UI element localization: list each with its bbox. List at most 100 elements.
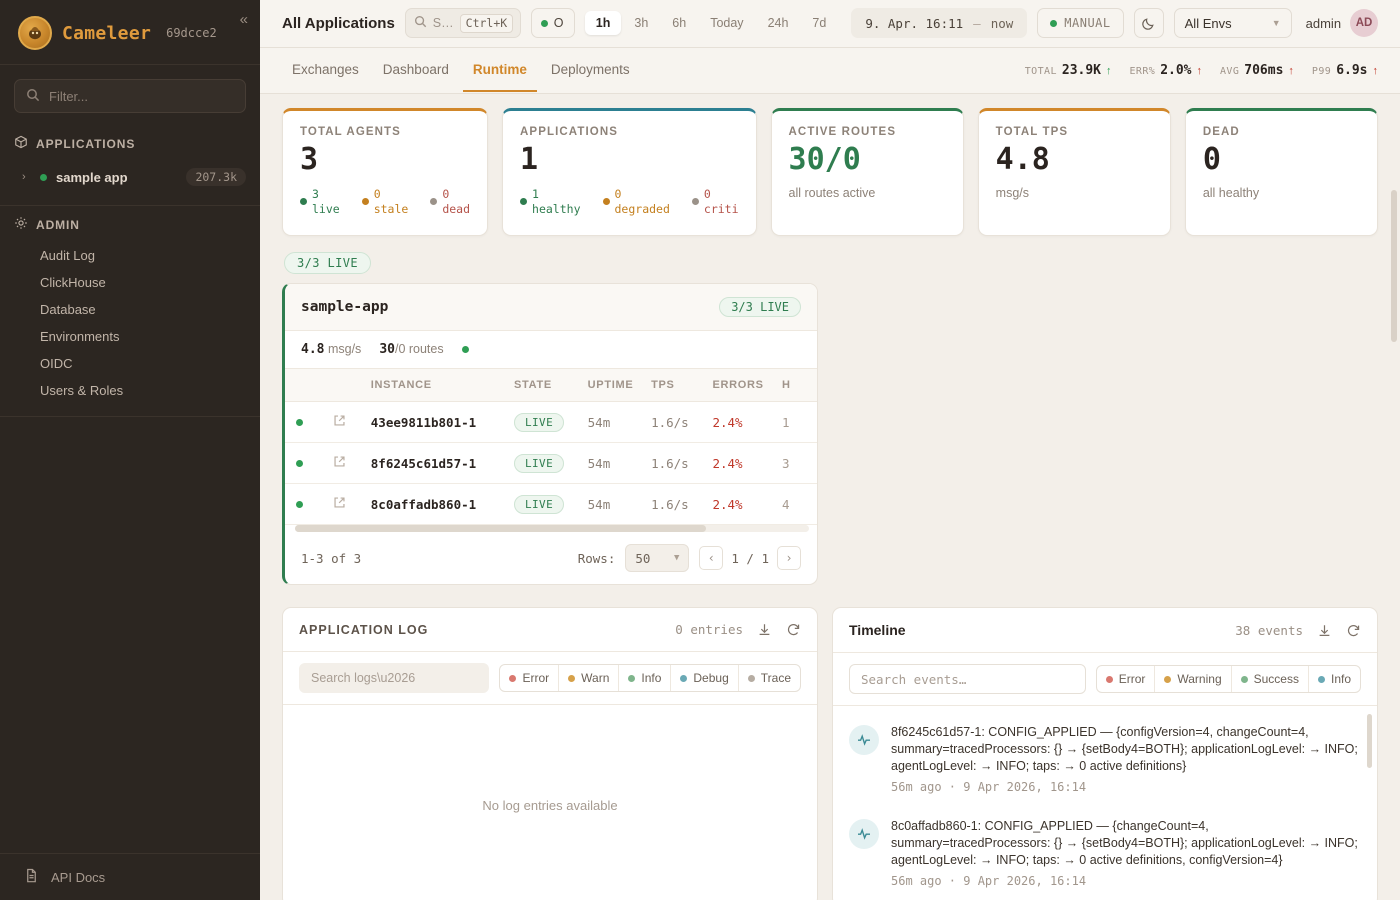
download-icon[interactable] — [1317, 623, 1332, 638]
applications-section-header: APPLICATIONS — [0, 125, 260, 161]
timeline-scrollbar[interactable] — [1367, 714, 1372, 769]
sidebar-item-api-docs[interactable]: API Docs — [24, 868, 246, 886]
tab-deployments[interactable]: Deployments — [550, 62, 630, 78]
status-dot — [461, 346, 469, 354]
stat-card-applications: APPLICATIONS 1 1 healthy 0 degraded 0 criti — [502, 108, 757, 237]
live-badge-row: 3/3 LIVE — [284, 252, 1378, 275]
page-scrollbar[interactable] — [1391, 190, 1397, 343]
stat-card-title: TOTAL AGENTS — [300, 126, 401, 139]
sidebar-item-database[interactable]: Database — [40, 302, 96, 317]
cameleer-logo-icon — [18, 16, 52, 50]
moon-icon[interactable] — [1133, 8, 1164, 39]
col-instance: INSTANCE — [364, 369, 508, 403]
sidebar-filter-wrap — [0, 65, 260, 125]
sidebar-item-sample-app[interactable]: › sample app 207.3k — [0, 161, 260, 193]
refresh-icon[interactable] — [1346, 623, 1361, 638]
range-3h[interactable]: 3h — [623, 11, 659, 35]
stat-breakdown: 3 live 0 stale 0 dead — [300, 187, 470, 218]
stat-card-dead: DEAD 0 all healthy — [1184, 108, 1378, 237]
open-instance-icon[interactable] — [313, 483, 365, 526]
metric-value: 23.9K — [1061, 62, 1102, 78]
connection-status-chip[interactable]: O — [530, 8, 575, 39]
log-level-error[interactable]: Error — [500, 665, 558, 691]
user-menu[interactable]: admin AD — [1306, 9, 1379, 38]
log-level-debug[interactable]: Debug — [670, 665, 737, 692]
log-search-input[interactable]: Search logs\u2026 — [299, 663, 490, 694]
instance-errors: 2.4% — [706, 401, 777, 444]
application-card-sample-app: sample-app 3/3 LIVE 4.8 msg/s 30/0 route… — [282, 283, 818, 586]
instance-heap: 1 — [776, 401, 817, 444]
timeline-event-meta: 56m ago · 9 Apr 2026, 16:14 — [891, 780, 1087, 795]
time-range-display[interactable]: 9. Apr. 16:11 – now — [851, 8, 1028, 39]
breakdown-count: 1 — [532, 186, 539, 201]
timeline-level-success[interactable]: Success — [1230, 666, 1308, 693]
log-panel-header: APPLICATION LOG 0 entries — [283, 608, 817, 653]
sidebar-item-clickhouse[interactable]: ClickHouse — [40, 275, 106, 290]
filter-box[interactable] — [14, 79, 246, 113]
breakdown-count: 0 — [442, 186, 450, 201]
breakdown-label: live — [312, 202, 340, 217]
tab-exchanges[interactable]: Exchanges — [292, 62, 359, 78]
breakdown-stale: 0 stale — [361, 187, 408, 218]
metric-label: AVG — [1220, 65, 1240, 77]
range-today[interactable]: Today — [699, 11, 754, 35]
content-area: TOTAL AGENTS 3 3 live 0 stale 0 dead APPLIC… — [260, 94, 1400, 900]
breakdown-count: 0 — [614, 186, 622, 201]
download-icon[interactable] — [757, 622, 772, 637]
timeline-search-input[interactable]: Search events… — [849, 664, 1086, 695]
timeline-event-text: 8c0affadb860-1: CONFIG_APPLIED — {change… — [891, 819, 1358, 868]
stat-card-value: 4.8 — [995, 142, 1050, 178]
col-heap: H — [776, 369, 817, 403]
search-shortcut-kbd: Ctrl+K — [459, 13, 514, 33]
application-live-badge: 3/3 LIVE — [719, 297, 801, 318]
instances-table: INSTANCE STATE UPTIME TPS ERRORS H 43e — [285, 369, 817, 526]
collapse-sidebar-icon[interactable]: « — [239, 11, 248, 28]
tab-runtime[interactable]: Runtime — [462, 49, 537, 92]
timeline-events-list[interactable]: 8f6245c61d57-1: CONFIG_APPLIED — {config… — [833, 706, 1377, 900]
sidebar-item-oidc[interactable]: OIDC — [40, 356, 73, 371]
table-row[interactable]: 8c0affadb860-1 LIVE 54m 1.6/s 2.4% 4 — [285, 483, 817, 526]
open-instance-icon[interactable] — [313, 442, 365, 485]
timeline-level-filters: Error Warning Success Info — [1095, 665, 1361, 694]
table-row[interactable]: 43ee9811b801-1 LIVE 54m 1.6/s 2.4% 1 — [285, 401, 817, 444]
sidebar-item-environments[interactable]: Environments — [40, 329, 120, 344]
timeline-level-error[interactable]: Error — [1097, 666, 1155, 692]
chevron-right-icon[interactable]: › — [22, 171, 26, 183]
table-row[interactable]: 8f6245c61d57-1 LIVE 54m 1.6/s 2.4% 3 — [285, 442, 817, 485]
status-dot — [540, 19, 548, 27]
stat-card-subtitle: all routes active — [788, 185, 876, 200]
instance-uptime: 54m — [581, 483, 646, 526]
timeline-event[interactable]: 8f6245c61d57-1: CONFIG_APPLIED — {config… — [833, 712, 1377, 806]
global-search[interactable]: S… Ctrl+K — [404, 8, 521, 39]
timeline-event[interactable]: 8c0affadb860-1: CONFIG_APPLIED — {change… — [833, 806, 1377, 900]
manual-refresh-chip[interactable]: MANUAL — [1037, 8, 1124, 39]
sidebar: Cameleer 69dcce2 « APPLICATIONS › sample… — [0, 0, 260, 900]
prev-page-button[interactable]: ‹ — [699, 546, 724, 571]
refresh-icon[interactable] — [786, 622, 801, 637]
env-select[interactable]: All Envs ▼ — [1173, 8, 1292, 39]
tab-dashboard[interactable]: Dashboard — [382, 62, 449, 78]
col-status — [285, 369, 314, 403]
global-search-placeholder: S… — [432, 16, 454, 31]
timeline-level-warning[interactable]: Warning — [1154, 666, 1230, 693]
range-6h[interactable]: 6h — [661, 11, 697, 35]
rows-per-page-select[interactable]: 50 ▼ — [625, 544, 690, 573]
filter-input[interactable] — [49, 88, 234, 104]
next-page-button[interactable]: › — [777, 546, 801, 571]
range-1h[interactable]: 1h — [584, 11, 622, 36]
log-level-info[interactable]: Info — [618, 665, 670, 692]
sidebar-item-users-roles[interactable]: Users & Roles — [40, 383, 124, 398]
range-24h[interactable]: 24h — [757, 11, 800, 35]
stat-card-value: 3 — [300, 142, 319, 178]
sidebar-item-audit-log[interactable]: Audit Log — [40, 248, 95, 263]
search-icon — [26, 88, 40, 105]
table-horizontal-scrollbar[interactable] — [295, 525, 809, 533]
tabbar: Exchanges Dashboard Runtime Deployments … — [260, 47, 1400, 95]
range-7d[interactable]: 7d — [801, 11, 837, 35]
log-level-trace[interactable]: Trace — [737, 665, 800, 692]
open-instance-icon[interactable] — [313, 401, 365, 444]
metric-label: P99 — [1311, 65, 1332, 77]
log-level-warn[interactable]: Warn — [558, 665, 618, 692]
rows-per-page-label: Rows: — [577, 550, 616, 566]
timeline-level-info[interactable]: Info — [1307, 666, 1360, 693]
